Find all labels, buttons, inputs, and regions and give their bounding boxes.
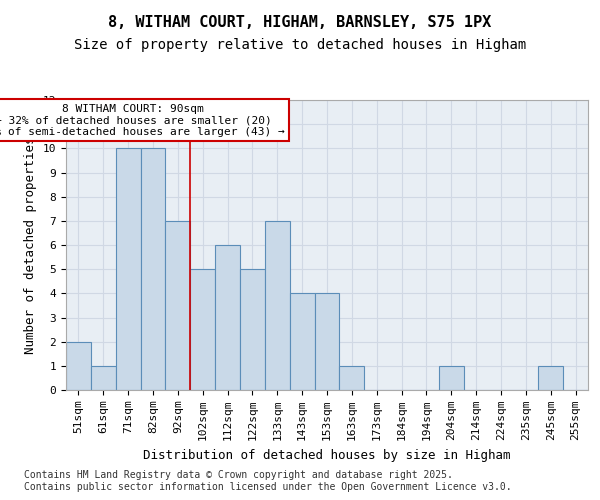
Bar <box>439 366 464 390</box>
Bar <box>290 294 314 390</box>
Y-axis label: Number of detached properties: Number of detached properties <box>24 136 37 354</box>
Bar <box>265 221 290 390</box>
Bar <box>240 269 265 390</box>
X-axis label: Distribution of detached houses by size in Higham: Distribution of detached houses by size … <box>143 448 511 462</box>
Bar <box>66 342 91 390</box>
Text: Contains HM Land Registry data © Crown copyright and database right 2025.: Contains HM Land Registry data © Crown c… <box>24 470 453 480</box>
Bar <box>340 366 364 390</box>
Bar <box>140 148 166 390</box>
Text: Contains public sector information licensed under the Open Government Licence v3: Contains public sector information licen… <box>24 482 512 492</box>
Bar <box>190 269 215 390</box>
Bar <box>166 221 190 390</box>
Bar <box>538 366 563 390</box>
Bar <box>91 366 116 390</box>
Text: Size of property relative to detached houses in Higham: Size of property relative to detached ho… <box>74 38 526 52</box>
Bar <box>116 148 140 390</box>
Text: 8, WITHAM COURT, HIGHAM, BARNSLEY, S75 1PX: 8, WITHAM COURT, HIGHAM, BARNSLEY, S75 1… <box>109 15 491 30</box>
Bar <box>215 245 240 390</box>
Bar <box>314 294 340 390</box>
Text: 8 WITHAM COURT: 90sqm
← 32% of detached houses are smaller (20)
68% of semi-deta: 8 WITHAM COURT: 90sqm ← 32% of detached … <box>0 104 285 137</box>
